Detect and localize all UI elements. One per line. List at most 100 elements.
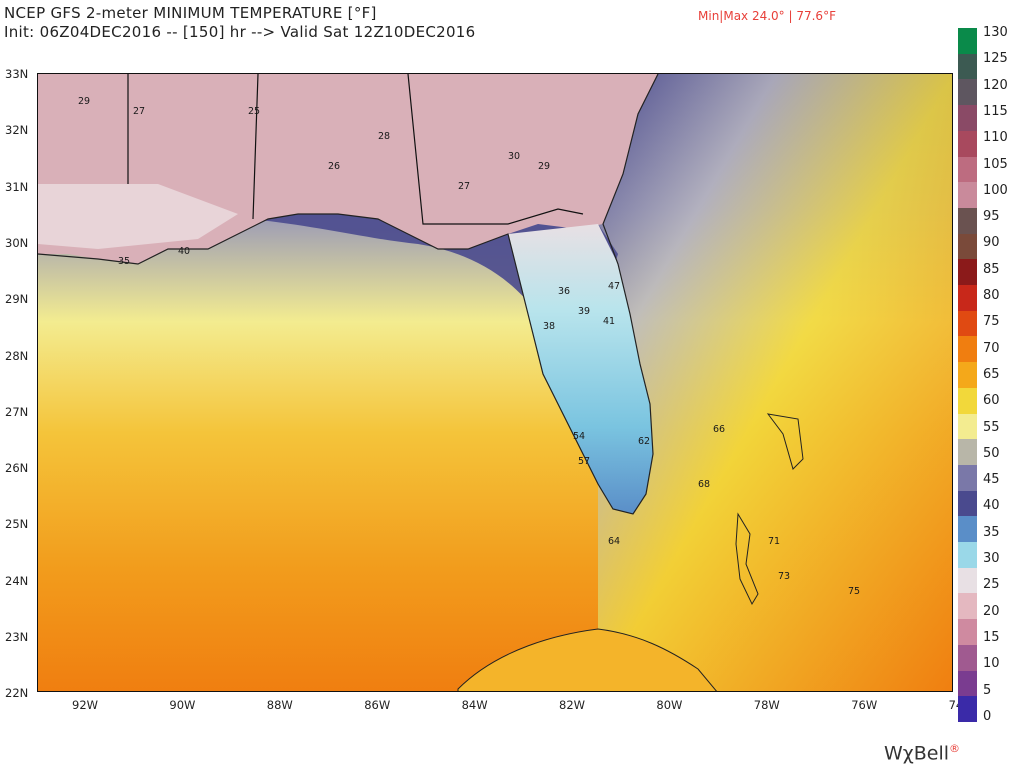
lon-label: 90W — [169, 698, 196, 712]
color-scale-label: 90 — [983, 235, 1000, 251]
color-scale-swatch — [958, 105, 977, 132]
color-scale-label: 105 — [983, 156, 1008, 172]
color-scale-swatch — [958, 542, 977, 569]
temperature-value: 27 — [458, 181, 470, 192]
color-scale-swatch — [958, 464, 977, 492]
temperature-value: 29 — [538, 161, 550, 172]
color-scale-swatch — [958, 413, 977, 440]
color-scale-swatch — [958, 310, 977, 337]
temperature-value: 47 — [608, 281, 620, 292]
cuba — [457, 628, 717, 691]
color-scale-swatch — [958, 567, 977, 594]
title-valid-time: Init: 06Z04DEC2016 -- [150] hr --> Valid… — [4, 23, 476, 41]
color-scale-swatch — [958, 593, 977, 620]
color-scale-label: 45 — [983, 472, 1000, 488]
color-scale-label: 70 — [983, 340, 1000, 356]
color-scale-label: 50 — [983, 445, 1000, 461]
color-scale-swatch — [958, 490, 977, 517]
color-scale-swatch — [958, 207, 977, 235]
color-scale-label: 0 — [983, 708, 992, 724]
color-scale-label: 95 — [983, 209, 1000, 225]
color-scale-swatch — [958, 79, 977, 106]
coastline — [38, 74, 659, 515]
brand-mark: ® — [949, 742, 961, 755]
color-scale-label: 125 — [983, 51, 1008, 67]
temperature-value: 40 — [178, 246, 190, 257]
color-scale-swatch — [958, 130, 977, 158]
lat-label: 29N — [5, 292, 29, 307]
title-product: NCEP GFS 2-meter MINIMUM TEMPERATURE [°F… — [4, 4, 377, 22]
temperature-value: 39 — [578, 306, 590, 317]
color-scale-label: 30 — [983, 551, 1000, 566]
color-scale-swatch — [958, 670, 977, 697]
lon-label: 80W — [656, 698, 683, 712]
color-scale-swatch — [958, 156, 977, 183]
color-scale-label: 5 — [983, 682, 992, 698]
color-scale-swatch — [958, 182, 977, 209]
color-scale-swatch — [958, 53, 977, 80]
color-scale-swatch — [958, 28, 977, 55]
temperature-value: 28 — [378, 131, 390, 142]
temperature-value: 25 — [248, 106, 260, 117]
color-scale-swatch — [958, 336, 977, 363]
temperature-value: 35 — [118, 256, 130, 267]
lon-label: 92W — [72, 698, 99, 712]
temperature-value: 29 — [78, 96, 90, 107]
temperature-value: 36 — [558, 286, 570, 297]
temperature-value: 62 — [638, 436, 650, 447]
temperature-value: 57 — [578, 456, 590, 467]
color-scale-swatch — [958, 439, 977, 466]
lat-label: 26N — [5, 461, 29, 476]
color-scale-label: 75 — [983, 314, 1000, 330]
map-title: NCEP GFS 2-meter MINIMUM TEMPERATURE [°F… — [4, 4, 476, 42]
lat-label: 28N — [5, 348, 29, 363]
lat-label: 31N — [5, 179, 29, 194]
bahamas-andros — [735, 512, 759, 606]
map-panel: 29 27 25 26 28 27 30 29 35 40 36 38 39 41 47 54 57 62 64 66… — [37, 73, 953, 692]
color-scale-label: 35 — [983, 524, 1000, 540]
state-borders — [127, 74, 584, 225]
color-scale-swatch — [958, 619, 977, 646]
atlantic-ocean — [598, 74, 952, 691]
lon-label: 76W — [851, 698, 878, 712]
temperature-value: 64 — [608, 536, 620, 547]
value-labels: 29 27 25 26 28 27 30 29 35 40 36 38 39 41 47 54 57 62 64 66… — [78, 96, 860, 597]
color-scale-swatch — [958, 387, 977, 415]
color-scale-swatch — [958, 362, 977, 389]
color-scale-swatch — [958, 285, 977, 312]
temperature-value: 26 — [328, 161, 340, 172]
temperature-value: 30 — [508, 151, 520, 162]
color-scale-label: 25 — [983, 577, 1000, 593]
lat-label: 22N — [5, 686, 29, 701]
color-scale-label: 40 — [983, 498, 1000, 514]
lat-label: 24N — [5, 573, 29, 588]
lon-label: 78W — [753, 698, 780, 712]
temperature-value: 41 — [603, 316, 615, 327]
color-scale-label: 115 — [983, 103, 1008, 119]
brand-text: WχBell — [884, 742, 950, 765]
color-scale-label: 60 — [983, 393, 1000, 409]
lat-label: 25N — [5, 517, 29, 532]
min-max-readout: Min|Max 24.0° | 77.6°F — [698, 9, 836, 23]
color-scale-swatch — [958, 644, 977, 672]
louisiana-land — [38, 184, 238, 249]
lat-label: 23N — [5, 630, 29, 644]
temperature-value: 66 — [713, 424, 725, 435]
color-scale-bar — [958, 28, 977, 723]
bahamas-abaco — [766, 413, 804, 470]
temperature-value: 54 — [573, 431, 585, 442]
temperature-value: 75 — [848, 586, 860, 597]
color-scale-label: 20 — [983, 603, 1000, 619]
color-scale-swatch — [958, 516, 977, 543]
florida-peninsula — [508, 224, 653, 514]
color-scale-label: 100 — [983, 182, 1008, 198]
color-scale-label: 80 — [983, 288, 1000, 303]
brand-logo: WχBell® — [884, 742, 960, 764]
lat-label: 33N — [5, 67, 29, 81]
color-scale-label: 130 — [983, 25, 1008, 40]
lat-label: 30N — [5, 235, 29, 250]
temperature-map: 29 27 25 26 28 27 30 29 35 40 36 38 39 41 47 54 57 62 64 66… — [38, 74, 952, 691]
lon-label: 88W — [266, 698, 293, 712]
color-scale-label: 15 — [983, 629, 1000, 645]
temperature-value: 73 — [778, 571, 790, 582]
